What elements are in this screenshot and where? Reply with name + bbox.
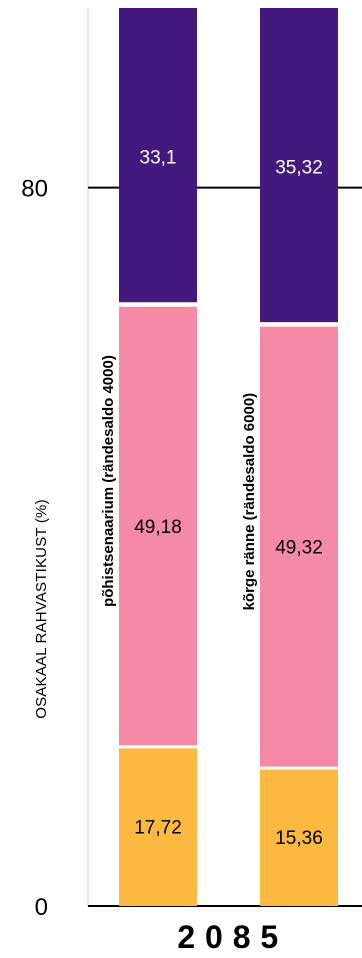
year-label: 2 0 8 5 xyxy=(177,919,278,955)
data-label: 49,32 xyxy=(275,538,323,559)
y-tick-label: 0 xyxy=(35,894,48,921)
data-label: 17,72 xyxy=(134,817,182,838)
data-label: 33,1 xyxy=(140,148,177,169)
y-axis-title: OSAKAAL RAHVASTIKUST (%) xyxy=(33,499,50,719)
series-name-label: kõrge ränne (rändesaldo 6000) xyxy=(241,393,258,611)
bar-segment xyxy=(260,8,338,323)
bar-segment xyxy=(119,8,197,303)
data-label: 15,36 xyxy=(275,828,323,849)
data-label: 35,32 xyxy=(275,158,323,179)
series-name-label: põhistsenaarium (rändesaldo 4000) xyxy=(100,355,117,607)
bar-segment xyxy=(119,748,197,906)
data-label: 49,18 xyxy=(134,517,182,538)
y-tick-label: 80 xyxy=(21,176,48,203)
bar-segment xyxy=(119,306,197,746)
bar-segment xyxy=(260,326,338,767)
bar-segment xyxy=(260,769,338,906)
